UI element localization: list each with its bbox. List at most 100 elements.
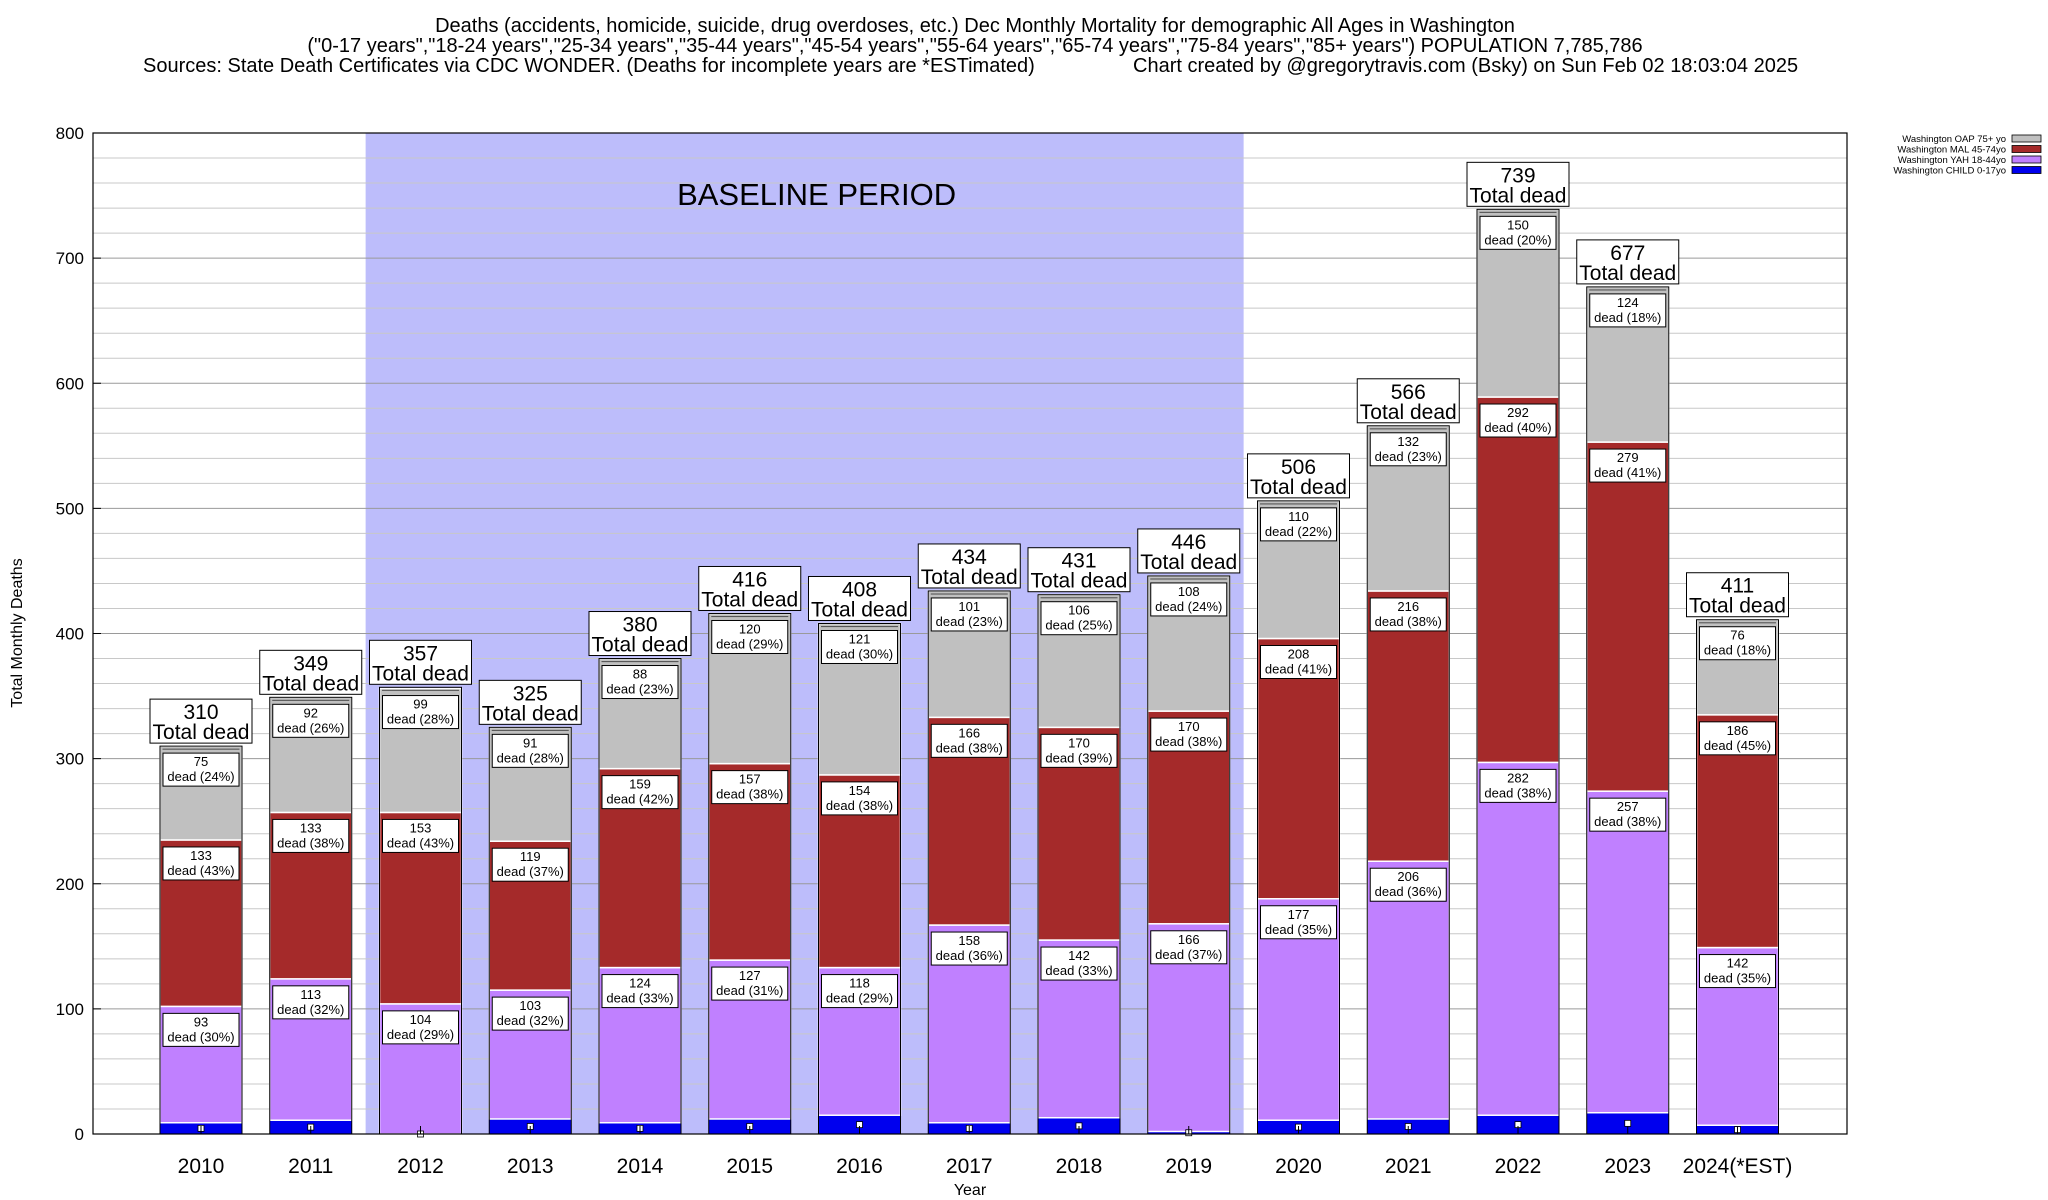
segment-value-label: 292 [1507, 405, 1529, 420]
segment-percent-label: dead (38%) [1155, 734, 1222, 749]
x-tick-label: 2011 [288, 1155, 333, 1178]
segment-percent-label: dead (42%) [606, 792, 673, 807]
segment-label-box [1369, 432, 1447, 467]
segment-label-box [382, 818, 459, 853]
baseline-period-label: BASELINE PERIOD [677, 177, 956, 212]
y-tick-label: 700 [56, 249, 84, 268]
total-suffix-label: Total dead [701, 588, 798, 611]
y-tick-label: 800 [56, 124, 84, 143]
total-label-box [369, 639, 472, 685]
segment-value-label: 186 [1727, 723, 1749, 738]
y-tick-label: 100 [56, 1000, 84, 1019]
segment-label-box [382, 695, 459, 730]
x-tick-label: 2017 [946, 1155, 993, 1178]
segment-label-box [711, 770, 789, 805]
x-tick-label: 2023 [1604, 1155, 1651, 1178]
segment-percent-label: dead (24%) [167, 769, 234, 784]
segment-label-box [1369, 867, 1447, 902]
segment-value-label: 76 [1730, 628, 1744, 643]
x-tick-label: 2016 [836, 1155, 883, 1178]
total-label-box [698, 565, 802, 611]
x-tick-label: 2024(*EST) [1683, 1155, 1793, 1178]
total-suffix-label: Total dead [372, 662, 469, 685]
segment-percent-label: dead (20%) [1484, 232, 1551, 247]
segment-label-box [1479, 403, 1557, 438]
y-tick-label: 200 [56, 875, 84, 894]
segment-value-label: 142 [1068, 948, 1090, 963]
segment-percent-label: dead (40%) [1484, 420, 1551, 435]
total-suffix-label: Total dead [262, 672, 359, 695]
total-suffix-label: Total dead [1579, 262, 1676, 285]
total-value-label: 408 [842, 578, 877, 601]
total-value-label: 325 [513, 682, 548, 705]
segment-percent-label: dead (32%) [277, 1002, 344, 1017]
segment-label-box [821, 781, 898, 816]
total-label-box [1576, 239, 1680, 285]
legend-swatch [2011, 166, 2042, 174]
bar-segment-washington-yah-18-44yo [1476, 761, 1560, 1116]
total-value-label: 739 [1500, 164, 1535, 187]
segment-percent-label: dead (28%) [387, 712, 454, 727]
segment-percent-label: dead (24%) [1155, 599, 1222, 614]
segment-label-box [1260, 507, 1337, 542]
total-value-label: 416 [732, 568, 767, 591]
segment-label-box [1040, 946, 1118, 981]
segment-value-label: 75 [194, 754, 208, 769]
legend-label: Washington OAP 75+ yo [1902, 134, 2006, 145]
segment-label-box [1589, 797, 1667, 832]
total-value-label: 506 [1281, 456, 1316, 479]
chart-source-text: Sources: State Death Certificates via CD… [143, 55, 1035, 77]
segment-percent-label: dead (23%) [936, 614, 1003, 629]
bar-segment-washington-mal-45-74yo [1586, 441, 1670, 792]
segment-label-box [491, 733, 569, 768]
segment-percent-label: dead (30%) [167, 1029, 234, 1044]
total-suffix-label: Total dead [153, 721, 250, 744]
child-value-marker [1624, 1119, 1632, 1127]
segment-percent-label: dead (29%) [826, 991, 893, 1006]
segment-percent-label: dead (39%) [1045, 750, 1112, 765]
segment-value-label: 153 [410, 820, 432, 835]
segment-value-label: 92 [304, 705, 318, 720]
segment-label-box [821, 974, 898, 1009]
segment-value-label: 158 [958, 933, 980, 948]
segment-percent-label: dead (22%) [1265, 524, 1332, 539]
segment-percent-label: dead (23%) [1375, 449, 1442, 464]
segment-label-box [162, 752, 240, 787]
total-suffix-label: Total dead [1140, 551, 1237, 574]
legend-label: Washington MAL 45-74yo [1897, 145, 2006, 156]
segment-percent-label: dead (35%) [1704, 971, 1771, 986]
total-label-box [1466, 161, 1570, 207]
total-label-box [1247, 453, 1350, 499]
x-tick-label: 2022 [1495, 1155, 1542, 1178]
x-tick-label: 2019 [1165, 1155, 1212, 1178]
segment-value-label: 88 [633, 667, 647, 682]
total-label-box [478, 679, 582, 725]
segment-percent-label: dead (32%) [497, 1013, 564, 1028]
segment-percent-label: dead (37%) [1155, 947, 1222, 962]
segment-label-box [930, 597, 1008, 632]
segment-value-label: 133 [300, 820, 322, 835]
segment-value-label: 133 [190, 848, 212, 863]
legend-swatch [2011, 155, 2042, 164]
segment-label-box [1369, 597, 1447, 632]
segment-percent-label: dead (38%) [1594, 814, 1661, 829]
legend-label: Washington CHILD 0-17yo [1893, 166, 2006, 177]
segment-label-box [1150, 717, 1228, 752]
segment-value-label: 166 [958, 725, 980, 740]
segment-percent-label: dead (28%) [497, 750, 564, 765]
segment-label-box [930, 723, 1008, 758]
bar-segment-washington-mal-45-74yo [1366, 590, 1450, 862]
total-label-box [149, 698, 253, 744]
segment-value-label: 104 [410, 1012, 432, 1027]
total-value-label: 380 [622, 614, 657, 637]
segment-label-box [272, 703, 350, 738]
segment-value-label: 154 [849, 783, 871, 798]
segment-percent-label: dead (43%) [167, 863, 234, 878]
segment-percent-label: dead (37%) [497, 864, 564, 879]
segment-label-box [1699, 721, 1776, 756]
x-tick-label: 2020 [1275, 1155, 1322, 1178]
x-tick-label: 2021 [1385, 1155, 1432, 1178]
segment-value-label: 150 [1507, 217, 1529, 232]
segment-label-box [930, 931, 1008, 966]
segment-label-box [1150, 930, 1228, 965]
